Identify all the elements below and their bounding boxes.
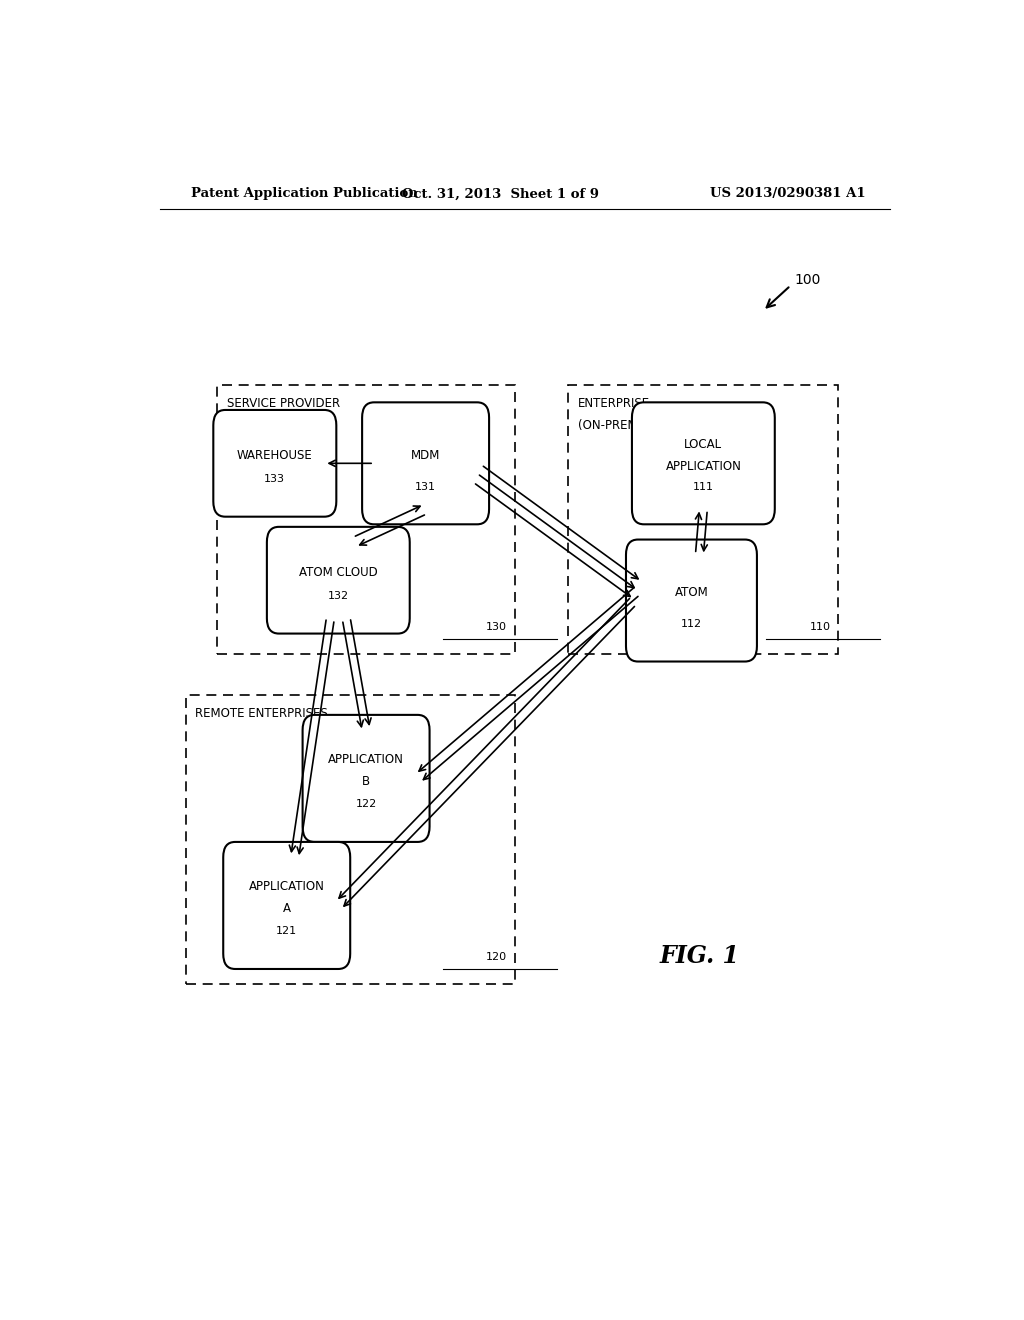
Text: Patent Application Publication: Patent Application Publication	[191, 187, 418, 201]
FancyBboxPatch shape	[267, 527, 410, 634]
Text: US 2013/0290381 A1: US 2013/0290381 A1	[711, 187, 866, 201]
Text: Oct. 31, 2013  Sheet 1 of 9: Oct. 31, 2013 Sheet 1 of 9	[402, 187, 599, 201]
Text: FIG. 1: FIG. 1	[659, 944, 739, 969]
Text: 100: 100	[795, 273, 821, 288]
Text: 133: 133	[264, 474, 286, 484]
Text: 132: 132	[328, 591, 349, 601]
Text: (ON-PREMISES): (ON-PREMISES)	[578, 420, 668, 432]
Text: 122: 122	[355, 800, 377, 809]
Text: 112: 112	[681, 619, 702, 628]
FancyBboxPatch shape	[303, 715, 430, 842]
FancyBboxPatch shape	[632, 403, 775, 524]
Text: ATOM CLOUD: ATOM CLOUD	[299, 565, 378, 578]
FancyBboxPatch shape	[223, 842, 350, 969]
Text: APPLICATION: APPLICATION	[328, 752, 404, 766]
Text: SERVICE PROVIDER: SERVICE PROVIDER	[226, 397, 340, 409]
Text: ENTERPRISE: ENTERPRISE	[578, 397, 650, 409]
Text: 130: 130	[486, 622, 507, 631]
Text: MDM: MDM	[411, 449, 440, 462]
FancyBboxPatch shape	[362, 403, 489, 524]
Text: WAREHOUSE: WAREHOUSE	[237, 449, 312, 462]
Text: APPLICATION: APPLICATION	[249, 879, 325, 892]
Text: ATOM: ATOM	[675, 586, 709, 599]
FancyBboxPatch shape	[213, 411, 336, 516]
Text: 110: 110	[809, 622, 830, 631]
Text: APPLICATION: APPLICATION	[666, 459, 741, 473]
Text: 121: 121	[276, 927, 297, 936]
Text: REMOTE ENTERPRISES: REMOTE ENTERPRISES	[195, 706, 328, 719]
Text: A: A	[283, 902, 291, 915]
FancyBboxPatch shape	[626, 540, 757, 661]
Text: 120: 120	[485, 952, 507, 962]
Text: 111: 111	[693, 482, 714, 491]
Text: B: B	[362, 775, 370, 788]
Text: LOCAL: LOCAL	[684, 437, 722, 450]
Text: 131: 131	[415, 482, 436, 491]
